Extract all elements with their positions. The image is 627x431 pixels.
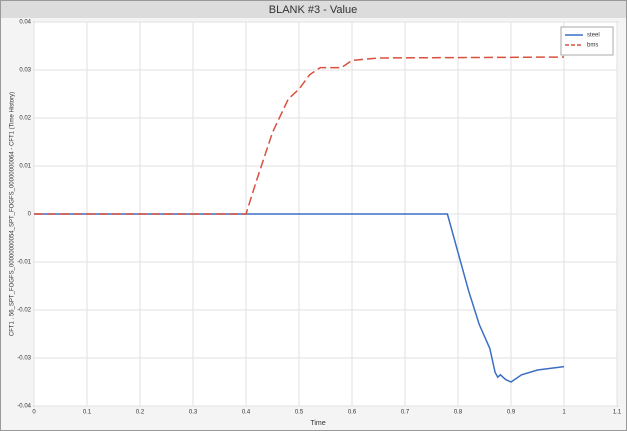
x-tick-label: 1.1 [613,410,622,416]
legend-box [560,26,614,56]
series-line [34,213,565,383]
title-bar [1,1,626,18]
x-axis-label: Time [310,420,325,427]
legend-label: bms [587,43,598,49]
x-tick-label: 0.8 [454,410,463,416]
x-tick-label: 0.2 [136,410,145,416]
y-axis-label: CFT1 . 56_SPT_FOGFS_00000000054_SPT_FOGF… [10,92,16,336]
x-tick-label: 0 [32,410,36,416]
y-tick-label: -0.01 [17,260,31,266]
y-tick-label: 0.03 [19,68,31,74]
legend-label: steel [587,33,600,39]
y-tick-label: 0.02 [19,116,31,122]
y-tick-label: -0.04 [17,404,31,410]
y-tick-label: 0 [28,212,32,218]
x-tick-label: 0.3 [189,410,198,416]
x-tick-label: 0.6 [348,410,357,416]
chart-title: BLANK #3 - Value [269,4,357,16]
x-tick-label: 0.7 [401,410,410,416]
y-tick-label: -0.03 [17,356,31,362]
x-tick-label: 1 [562,410,566,416]
x-tick-label: 0.1 [83,410,92,416]
y-tick-label: 0.04 [19,20,31,26]
series-line [34,56,565,215]
x-tick-label: 0.4 [242,410,251,416]
x-tick-label: 0.9 [507,410,516,416]
y-tick-label: -0.02 [17,308,31,314]
y-tick-label: 0.01 [19,164,31,170]
x-tick-label: 0.5 [295,410,304,416]
